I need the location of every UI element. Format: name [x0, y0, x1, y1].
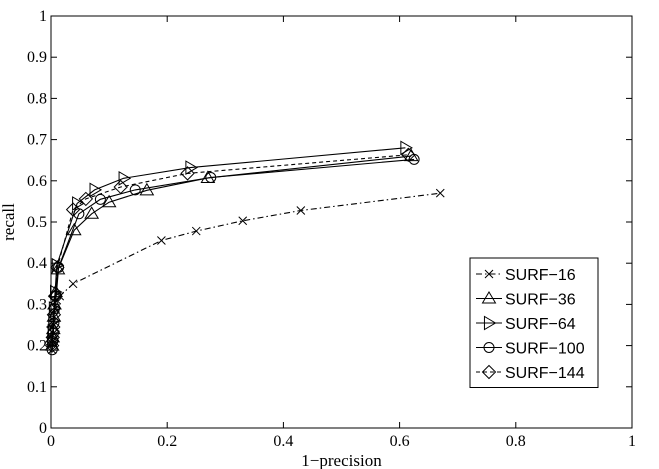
series-line [51, 158, 415, 350]
axes-layer: 0 0.2 0.4 0.6 0.8 1 0 0.1 0.2 0.3 0.4 0.5 0.6 0.7 0.8 0… [27, 8, 636, 450]
data-point [435, 188, 445, 198]
legend-label: SURF−16 [505, 267, 576, 284]
y-tick-label: 0.2 [27, 338, 47, 355]
data-point [205, 172, 217, 184]
data-point [46, 319, 61, 335]
data-point [65, 202, 81, 217]
data-point [101, 194, 117, 208]
y-tick-label: 0.6 [27, 173, 47, 190]
series-line [51, 154, 409, 346]
data-point [139, 182, 155, 196]
x-tick-label: 1 [628, 433, 636, 450]
x-tick-label: 0.8 [506, 433, 526, 450]
data-point [68, 279, 78, 289]
series-3 [46, 153, 420, 356]
y-tick-label: 0.1 [27, 379, 47, 396]
series-2 [47, 140, 413, 349]
x-tick-label: 0 [47, 433, 55, 450]
data-point [118, 170, 132, 186]
legend-label: SURF−100 [505, 341, 585, 358]
data-point [45, 330, 60, 345]
series-4 [44, 147, 416, 353]
data-point [180, 166, 195, 181]
data-point [78, 191, 94, 207]
y-tick-label: 0 [39, 420, 47, 437]
legend-label: SURF−64 [505, 316, 576, 333]
legend: SURF−16 SURF−36 SURF−64 SURF−100 SURF−144 [469, 257, 599, 388]
y-tick-label: 1 [39, 8, 47, 25]
series-layer [44, 140, 445, 356]
legend-label: SURF−144 [505, 365, 585, 382]
y-tick-label: 0.3 [27, 296, 47, 313]
data-point [48, 317, 60, 329]
data-point [47, 288, 63, 304]
x-tick-label: 0.6 [390, 433, 410, 450]
series-line [51, 155, 412, 346]
data-point [46, 307, 62, 322]
series-0 [47, 188, 445, 355]
data-point [238, 216, 248, 226]
data-point [113, 179, 128, 195]
legend-label: SURF−36 [505, 292, 576, 309]
y-tick-label: 0.9 [27, 49, 47, 66]
legend-marker [483, 342, 495, 353]
series-1 [44, 148, 419, 351]
legend-marker [481, 291, 497, 304]
data-point [66, 222, 82, 236]
data-point [296, 206, 306, 215]
data-point [89, 182, 103, 198]
data-point [400, 140, 413, 156]
y-tick-label: 0.4 [27, 255, 47, 272]
legend-marker [483, 315, 497, 331]
x-tick-label: 0.4 [273, 433, 293, 450]
legend-marker [484, 269, 494, 279]
y-tick-label: 0.8 [27, 90, 47, 107]
x-axis-title: 1−precision [301, 451, 382, 469]
y-tick-label: 0.7 [27, 132, 47, 149]
y-tick-label: 0.5 [27, 214, 47, 231]
data-point [44, 338, 60, 353]
series-line [51, 147, 406, 342]
data-point [191, 226, 201, 236]
data-point [84, 206, 100, 219]
data-point [157, 236, 166, 245]
data-point [129, 184, 141, 196]
legend-marker [481, 364, 497, 380]
x-tick-label: 0.2 [157, 433, 177, 450]
data-point [50, 260, 65, 275]
data-point [401, 147, 416, 163]
y-axis-title: recall [0, 203, 18, 241]
